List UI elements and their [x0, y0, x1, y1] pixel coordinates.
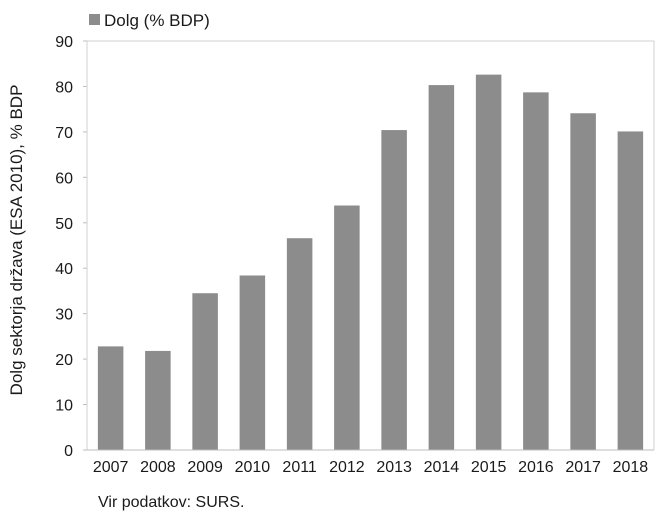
- source-note: Vir podatkov: SURS.: [98, 494, 244, 511]
- y-tick-label: 90: [55, 34, 73, 51]
- bar-2012: [334, 205, 360, 450]
- bar-2010: [239, 275, 266, 450]
- y-tick-label: 60: [55, 170, 73, 187]
- bar-2008: [145, 350, 171, 450]
- y-axis: 0 10 20 30 40 50 60 70 80 90: [55, 34, 87, 460]
- x-axis: 2007 2008 2009 2010 2011 2012 2013 2014 2015 2016…: [93, 459, 648, 476]
- bar-2014: [428, 85, 455, 450]
- y-tick-label: 80: [55, 79, 73, 96]
- y-tick-label: 30: [55, 307, 73, 324]
- y-tick-label: 70: [55, 125, 73, 142]
- legend-label: Dolg (% BDP): [104, 11, 210, 30]
- legend-swatch: [89, 14, 100, 25]
- x-tick-label: 2013: [376, 459, 412, 476]
- bar-2007: [97, 346, 124, 450]
- y-tick-label: 0: [64, 443, 73, 460]
- x-tick-label: 2016: [518, 459, 554, 476]
- x-tick-label: 2017: [565, 459, 601, 476]
- bars: [97, 74, 644, 451]
- bar-2015: [475, 74, 502, 450]
- y-tick-label: 50: [55, 216, 73, 233]
- y-tick-label: 10: [55, 398, 73, 415]
- bar-2009: [192, 293, 218, 450]
- bar-2017: [570, 113, 596, 451]
- bar-2018: [617, 131, 644, 450]
- y-tick-label: 40: [55, 261, 73, 278]
- x-tick-label: 2014: [424, 459, 460, 476]
- bar-2011: [286, 238, 313, 450]
- x-tick-label: 2010: [235, 459, 271, 476]
- x-tick-label: 2007: [93, 459, 129, 476]
- bar-2013: [381, 130, 407, 450]
- y-axis-title: Dolg sektorja država (ESA 2010), % BDP: [7, 85, 26, 396]
- x-tick-label: 2015: [471, 459, 507, 476]
- y-tick-label: 20: [55, 352, 73, 369]
- x-tick-label: 2011: [282, 459, 317, 476]
- x-tick-label: 2018: [613, 459, 649, 476]
- x-tick-label: 2008: [140, 459, 176, 476]
- x-tick-label: 2009: [187, 459, 223, 476]
- bar-2016: [523, 92, 549, 450]
- x-tick-label: 2012: [329, 459, 365, 476]
